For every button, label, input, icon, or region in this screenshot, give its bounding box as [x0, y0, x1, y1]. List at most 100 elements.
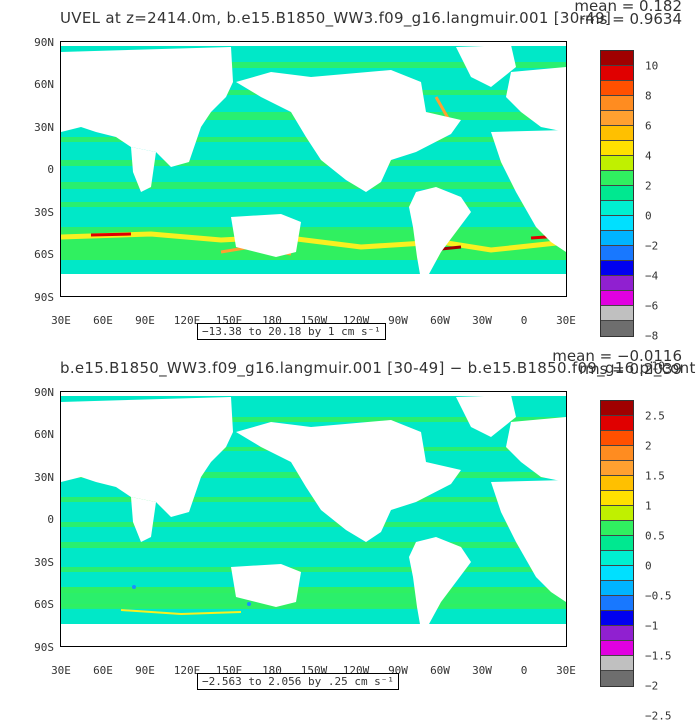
anomaly-band [61, 182, 566, 189]
x-tick-label: 30E [51, 664, 71, 677]
x-tick-label: 90W [388, 314, 408, 327]
colorbar-swatch [601, 306, 633, 321]
anomaly-band [61, 567, 566, 572]
top-map-panel: UVEL at z=2414.0m, b.e15.B1850_WW3.f09_g… [0, 0, 700, 373]
colorbar-tick-label: 10 [645, 59, 659, 73]
anomaly-band [61, 62, 566, 68]
y-tick-label: 0 [47, 513, 54, 526]
land-india [131, 497, 156, 542]
land-eurasia [61, 397, 233, 517]
map-svg [61, 42, 566, 296]
land-africa [491, 480, 566, 602]
colorbar-tick-label: 0 [645, 209, 652, 223]
x-tick-label: 90E [135, 664, 155, 677]
land-north-america [236, 70, 461, 192]
land-greenland [456, 395, 516, 437]
land-south-america [409, 187, 471, 280]
x-tick-label: 90E [135, 314, 155, 327]
current-streak-yellow [61, 231, 566, 253]
x-tick-label: 30W [472, 314, 492, 327]
colorbar-swatch [601, 611, 633, 626]
current-streak-yellow [120, 609, 242, 616]
colorbar-swatch [601, 476, 633, 491]
land-antarctica [61, 624, 566, 646]
bottom-map-panel: b.e15.B1850_WW3.f09_g16.langmuir.001 [30… [0, 347, 700, 723]
colorbar-swatch [601, 656, 633, 671]
land-australia [231, 564, 301, 607]
colorbar-swatch [601, 446, 633, 461]
x-tick-label: 30E [51, 314, 71, 327]
anomaly-band [61, 417, 566, 422]
colorbar-swatch [601, 81, 633, 96]
colorbar-swatch [601, 261, 633, 276]
y-tick-label: 30S [34, 206, 54, 219]
colorbar-swatch [601, 216, 633, 231]
colorbar-tick-label: −6 [645, 299, 659, 313]
land-europe [506, 417, 566, 482]
y-tick-label: 90N [34, 36, 54, 49]
y-tick-label: 60N [34, 78, 54, 91]
colorbar-tick-label: 0.5 [645, 529, 665, 543]
colorbar-swatch [601, 671, 633, 686]
colorbar-swatch [601, 536, 633, 551]
colorbar-swatch [601, 506, 633, 521]
colorbar-swatch [601, 171, 633, 186]
y-tick-label: 60S [34, 248, 54, 261]
anomaly-band [61, 522, 566, 527]
x-tick-label: 120E [173, 314, 201, 327]
map-svg [61, 392, 566, 646]
colorbar-swatch [601, 551, 633, 566]
colorbar-tick-label: −0.5 [645, 589, 672, 603]
colorbar-swatch [601, 641, 633, 656]
y-tick-label: 90N [34, 386, 54, 399]
colorbar-tick-label: 6 [645, 119, 652, 133]
colorbar-swatch [601, 201, 633, 216]
southern-ocean-band [61, 587, 566, 607]
anomaly-band [61, 202, 566, 207]
y-tick-label: 30N [34, 471, 54, 484]
y-tick-label: 0 [47, 163, 54, 176]
colorbar-swatch [601, 431, 633, 446]
land-europe [506, 67, 566, 132]
land-eurasia [61, 47, 233, 167]
colorbar-tick-label: −8 [645, 329, 659, 343]
colorbar-tick-label: −10 [645, 359, 665, 373]
x-tick-label: 30W [472, 664, 492, 677]
anomaly-spot [247, 602, 251, 606]
panel-title: b.e15.B1850_WW3.f09_g16.langmuir.001 [30… [60, 359, 696, 377]
colorbar-tick-label: −1.5 [645, 649, 672, 663]
x-tick-label: 120E [173, 664, 201, 677]
colorbar-swatch [601, 581, 633, 596]
x-tick-label: 60W [430, 664, 450, 677]
colorbar-swatch [601, 141, 633, 156]
colorbar [600, 50, 634, 337]
colorbar-swatch [601, 401, 633, 416]
land-australia [231, 214, 301, 257]
rms-stat: rms = 0.2039 [579, 360, 682, 378]
colorbar-swatch [601, 416, 633, 431]
x-tick-label: 30E [556, 664, 576, 677]
colorbar-swatch [601, 66, 633, 81]
mean-stat: mean = 0.182 [574, 0, 682, 15]
anomaly-band [61, 542, 566, 548]
y-tick-label: 60N [34, 428, 54, 441]
colorbar-swatch [601, 111, 633, 126]
colorbar-tick-label: −2 [645, 239, 659, 253]
colorbar-tick-label: −2.5 [645, 709, 672, 723]
land-north-america [236, 420, 461, 542]
colorbar-tick-label: 8 [645, 89, 652, 103]
mean-stat: mean = −0.0116 [552, 347, 682, 365]
panel-title: UVEL at z=2414.0m, b.e15.B1850_WW3.f09_g… [60, 9, 612, 27]
colorbar-tick-label: −4 [645, 269, 659, 283]
anomaly-spot [132, 585, 136, 589]
colorbar [600, 400, 634, 687]
ocean-map [60, 41, 567, 297]
y-tick-label: 30S [34, 556, 54, 569]
colorbar-swatch [601, 186, 633, 201]
colorbar-swatch [601, 231, 633, 246]
land-greenland [456, 45, 516, 87]
colorbar-swatch [601, 521, 633, 536]
colorbar-swatch [601, 126, 633, 141]
colorbar-swatch [601, 96, 633, 111]
anomaly-band [61, 160, 566, 166]
